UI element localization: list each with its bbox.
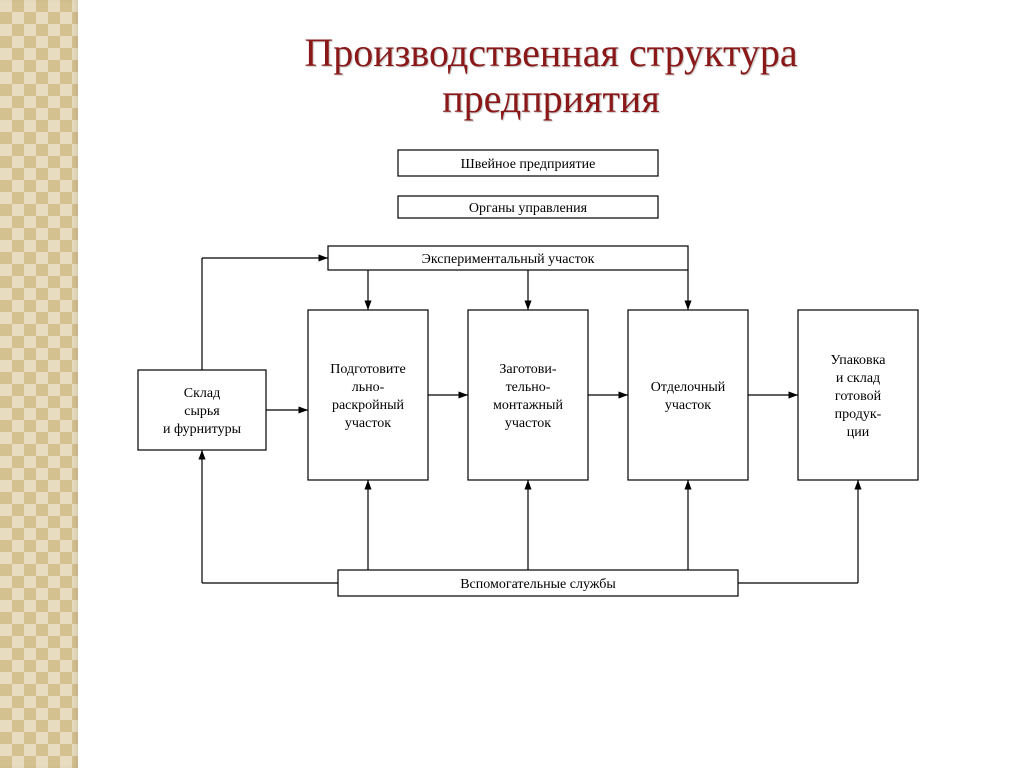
node-prep-label: раскройный bbox=[332, 398, 405, 413]
node-finish bbox=[628, 310, 748, 480]
node-n2-label: Органы управления bbox=[469, 201, 588, 216]
slide-title: Производственная структура предприятия bbox=[78, 30, 1024, 122]
node-pack-label: Упаковка bbox=[831, 353, 887, 368]
node-n1-label: Швейное предприятие bbox=[461, 157, 596, 172]
node-prep bbox=[308, 310, 428, 480]
node-warehouse-label: сырья bbox=[184, 404, 220, 419]
diagram-canvas: Швейное предприятие Органы управления Эксп… bbox=[78, 130, 1024, 750]
node-assy bbox=[468, 310, 588, 480]
node-pack-label: и склад bbox=[836, 371, 880, 386]
node-finish-label: участок bbox=[665, 398, 711, 413]
node-pack-label: ции bbox=[847, 425, 870, 440]
flowchart-svg: Швейное предприятие Органы управления Эксп… bbox=[78, 130, 1024, 750]
title-line-1: Производственная структура bbox=[304, 30, 797, 75]
node-assy-label: участок bbox=[505, 416, 551, 431]
title-line-2: предприятия bbox=[442, 76, 659, 121]
node-assy-label: Заготови- bbox=[499, 362, 556, 377]
node-aux-label: Вспомогательные службы bbox=[460, 577, 616, 592]
node-n3-label: Экспериментальный участок bbox=[422, 252, 595, 267]
node-warehouse-label: и фурнитуры bbox=[163, 422, 242, 437]
node-prep-label: льно- bbox=[352, 380, 385, 395]
node-prep-label: участок bbox=[345, 416, 391, 431]
node-finish-label: Отделочный bbox=[651, 380, 726, 395]
node-assy-label: тельно- bbox=[506, 380, 551, 395]
node-pack-label: продук- bbox=[835, 407, 882, 422]
node-pack-label: готовой bbox=[835, 389, 882, 404]
node-warehouse-label: Склад bbox=[184, 386, 220, 401]
node-assy-label: монтажный bbox=[493, 398, 563, 413]
node-prep-label: Подготовите bbox=[330, 362, 405, 377]
decorative-sidebar bbox=[0, 0, 78, 768]
